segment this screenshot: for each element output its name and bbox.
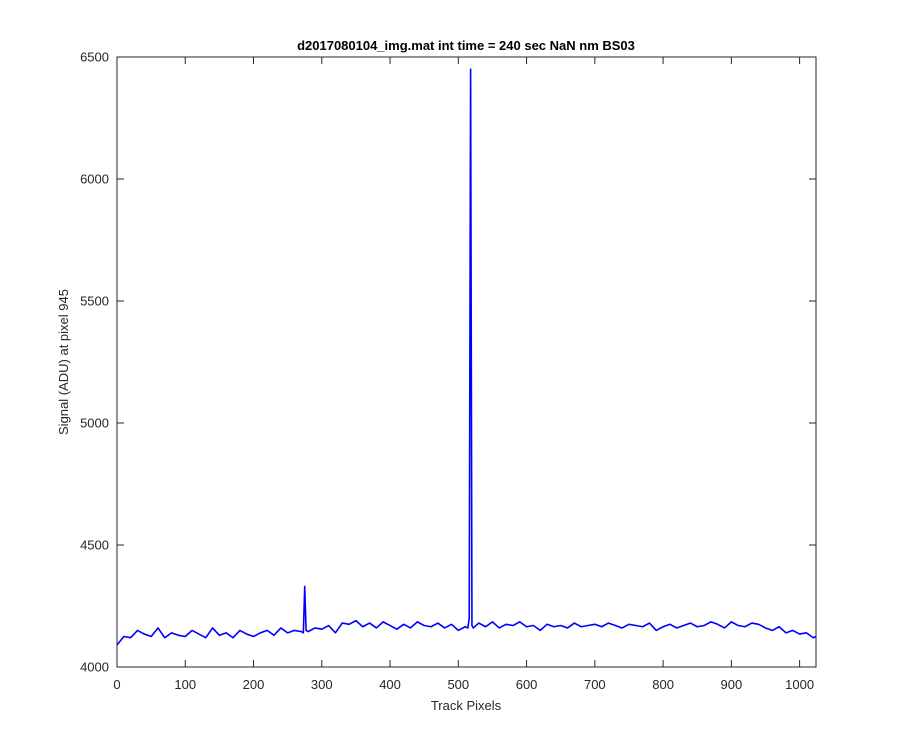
y-tick-label: 4500 [80, 538, 109, 553]
x-tick-label: 300 [311, 677, 333, 692]
chart-title: d2017080104_img.mat int time = 240 sec N… [297, 38, 635, 53]
y-tick-label: 6500 [80, 50, 109, 65]
x-tick-label: 600 [516, 677, 538, 692]
y-tick-label: 4000 [80, 660, 109, 675]
y-tick-label: 5500 [80, 294, 109, 309]
x-tick-label: 400 [379, 677, 401, 692]
y-axis-label: Signal (ADU) at pixel 945 [56, 289, 71, 435]
x-axis-label: Track Pixels [431, 698, 502, 713]
plot-area [116, 56, 817, 668]
x-tick-label: 800 [652, 677, 674, 692]
y-tick-label: 6000 [80, 172, 109, 187]
series-line-0 [116, 68, 817, 646]
axis-ticks: 0 100 200 300 400 500 600 700 800 900 1000 4000 4500… [80, 50, 816, 692]
y-tick-label: 5000 [80, 416, 109, 431]
x-tick-label: 100 [174, 677, 196, 692]
x-tick-label: 700 [584, 677, 606, 692]
x-tick-label: 900 [721, 677, 743, 692]
x-tick-label: 0 [113, 677, 120, 692]
series-layer [116, 68, 817, 646]
x-tick-label: 500 [447, 677, 469, 692]
x-tick-label: 1000 [785, 677, 814, 692]
x-tick-label: 200 [243, 677, 265, 692]
